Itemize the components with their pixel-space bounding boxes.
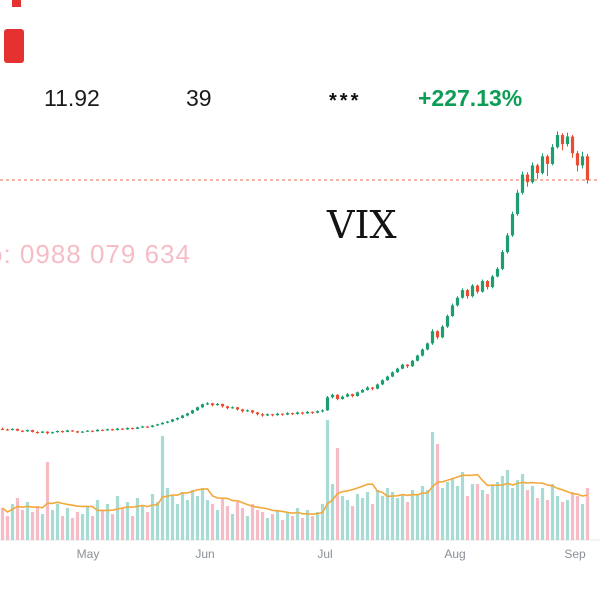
watermark: o: 0988 079 634 [0, 239, 191, 269]
red-icon-fragment-top [12, 0, 21, 7]
secondary-value: 39 [186, 85, 212, 111]
masked-value: *** [329, 90, 362, 112]
month-label-sep: Sep [564, 547, 586, 561]
symbol-label: VIX [327, 203, 397, 247]
month-label-may: May [76, 547, 100, 561]
month-label-jun: Jun [195, 547, 215, 561]
red-icon-fragment [4, 29, 24, 63]
last-price: 11.92 [44, 85, 100, 111]
month-label-jul: Jul [317, 547, 333, 561]
month-label-aug: Aug [444, 547, 466, 561]
change-percent: +227.13% [418, 85, 523, 111]
